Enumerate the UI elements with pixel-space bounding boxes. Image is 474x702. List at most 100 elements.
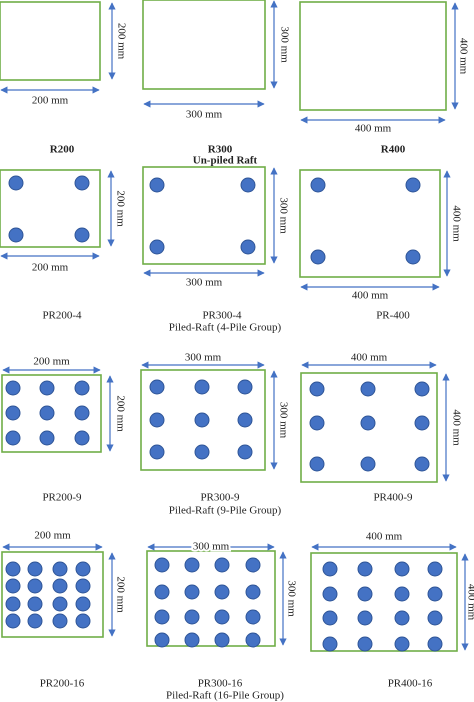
panel-label: PR400-16	[388, 678, 433, 690]
pile	[52, 561, 68, 577]
panel-label: PR300-9	[200, 492, 240, 504]
pile	[360, 381, 376, 397]
raft	[142, 0, 266, 90]
pile	[75, 578, 91, 594]
pile	[414, 456, 430, 472]
width-label: 200 mm	[32, 95, 69, 107]
height-label: 400 mm	[457, 38, 469, 75]
pile	[309, 415, 325, 431]
pile	[184, 557, 200, 573]
pile	[322, 561, 338, 577]
pile	[245, 584, 261, 600]
pile	[357, 636, 373, 652]
pile	[8, 227, 24, 243]
pile	[74, 405, 90, 421]
width-label: 400 mm	[352, 290, 389, 302]
pile	[240, 177, 256, 193]
pile	[149, 379, 165, 395]
height-label: 200 mm	[114, 190, 126, 227]
pile	[52, 578, 68, 594]
pile	[74, 430, 90, 446]
group-label: Piled-Raft (4-Pile Group)	[169, 322, 282, 334]
panel-label: PR300-16	[198, 678, 243, 690]
pile	[237, 444, 253, 460]
pile	[184, 609, 200, 625]
pile	[5, 613, 21, 629]
pile	[5, 405, 21, 421]
pile	[194, 444, 210, 460]
pile	[27, 578, 43, 594]
pile	[194, 412, 210, 428]
pile	[154, 584, 170, 600]
pile	[414, 381, 430, 397]
pile	[75, 596, 91, 612]
width-label: 400 mm	[355, 123, 392, 135]
height-label: 400 mm	[450, 409, 462, 446]
pile	[405, 177, 421, 193]
raft	[0, 1, 101, 81]
pile	[75, 613, 91, 629]
width-label: 300 mm	[186, 277, 223, 289]
pile	[237, 379, 253, 395]
pile	[184, 584, 200, 600]
pile	[184, 632, 200, 648]
pile	[310, 249, 326, 265]
height-label: 400 mm	[465, 584, 474, 621]
pile	[154, 632, 170, 648]
raft	[299, 1, 447, 111]
pile	[237, 412, 253, 428]
pile	[8, 175, 24, 191]
panel-label: R400	[381, 144, 406, 156]
group-label: Piled-Raft (16-Pile Group)	[166, 690, 284, 702]
panel-label: R300	[208, 144, 233, 156]
pile	[5, 561, 21, 577]
pile	[39, 430, 55, 446]
width-label: 200 mm	[34, 530, 71, 542]
panel-label: R200	[50, 144, 75, 156]
height-label: 200 mm	[114, 395, 126, 432]
panel-label: PR300-4	[202, 310, 242, 322]
pile	[360, 415, 376, 431]
pile	[149, 412, 165, 428]
pile	[394, 561, 410, 577]
pile	[240, 239, 256, 255]
pile	[214, 632, 230, 648]
pile	[74, 175, 90, 191]
pile	[427, 586, 443, 602]
pile	[414, 415, 430, 431]
pile	[214, 584, 230, 600]
pile	[322, 586, 338, 602]
height-label: 200 mm	[115, 23, 127, 60]
pile	[39, 380, 55, 396]
panel-label: PR400-9	[373, 492, 413, 504]
panel-label: PR200-16	[40, 678, 85, 690]
width-label: 300 mm	[186, 109, 223, 121]
pile	[245, 609, 261, 625]
panel-label: PR200-9	[42, 492, 82, 504]
pile	[5, 578, 21, 594]
width-label: 300 mm	[193, 541, 230, 553]
panel-label: PR200-4	[42, 310, 82, 322]
pile	[245, 632, 261, 648]
height-label: 300 mm	[277, 197, 289, 234]
pile	[427, 561, 443, 577]
pile	[149, 444, 165, 460]
pile	[74, 227, 90, 243]
pile	[394, 636, 410, 652]
pile	[27, 596, 43, 612]
width-label: 400 mm	[366, 531, 403, 543]
width-label: 200 mm	[32, 262, 69, 274]
pile	[5, 596, 21, 612]
group-label: Un-piled Raft	[193, 155, 258, 167]
pile	[309, 456, 325, 472]
pile	[52, 596, 68, 612]
pile	[427, 610, 443, 626]
pile	[75, 561, 91, 577]
height-label: 200 mm	[114, 576, 126, 613]
pile	[394, 586, 410, 602]
pile	[214, 557, 230, 573]
pile	[154, 557, 170, 573]
pile	[154, 609, 170, 625]
width-label: 300 mm	[185, 352, 222, 364]
